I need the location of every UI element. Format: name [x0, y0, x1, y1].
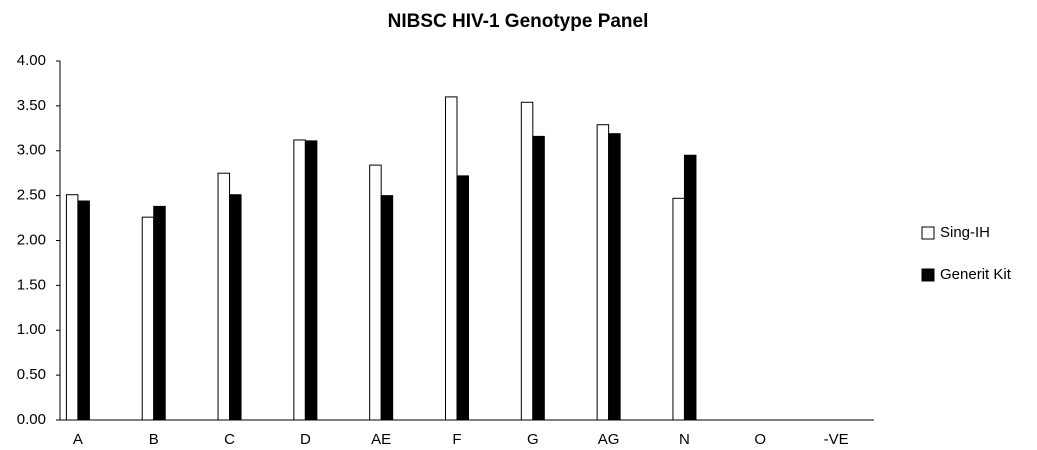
x-tick-label: O	[754, 431, 766, 448]
bar	[380, 195, 394, 421]
y-tick-label: 0.00	[17, 411, 46, 428]
bar	[672, 197, 685, 421]
x-tick-label: G	[527, 431, 539, 448]
y-tick-label: 2.50	[17, 187, 46, 204]
x-tick-label: C	[224, 431, 235, 448]
x-tick-label: AG	[598, 431, 620, 448]
x-tick-label: AE	[371, 431, 391, 448]
bar	[532, 135, 545, 421]
y-tick-label: 1.00	[17, 321, 46, 338]
legend-label: Generit Kit	[940, 266, 1012, 283]
x-tick-label: N	[679, 431, 690, 448]
bar	[77, 200, 90, 421]
bar	[217, 172, 231, 421]
x-tick-label: -VE	[824, 431, 849, 448]
x-tick-label: F	[452, 431, 461, 448]
bar	[596, 124, 610, 421]
y-tick-label: 2.00	[17, 231, 46, 248]
x-tick-label: D	[300, 431, 311, 448]
bar	[229, 194, 242, 421]
y-tick-label: 3.50	[17, 97, 46, 114]
bar	[293, 139, 306, 421]
bar	[65, 194, 79, 421]
bar	[683, 154, 697, 421]
bar	[520, 101, 534, 421]
y-tick-label: 0.50	[17, 366, 46, 383]
bar	[153, 205, 166, 421]
legend-swatch	[921, 226, 935, 240]
bar	[304, 140, 318, 421]
y-tick-label: 4.00	[17, 52, 46, 69]
legend-swatch	[921, 268, 935, 282]
bar	[369, 164, 382, 421]
x-tick-label: A	[73, 431, 83, 448]
x-tick-label: B	[149, 431, 159, 448]
legend-label: Sing-IH	[940, 224, 990, 241]
bar	[456, 175, 469, 421]
bar	[141, 216, 155, 421]
bar	[445, 96, 458, 421]
y-tick-label: 1.50	[17, 276, 46, 293]
bar	[608, 133, 621, 421]
chart-title: NIBSC HIV-1 Genotype Panel	[388, 11, 649, 32]
y-tick-label: 3.00	[17, 142, 46, 159]
